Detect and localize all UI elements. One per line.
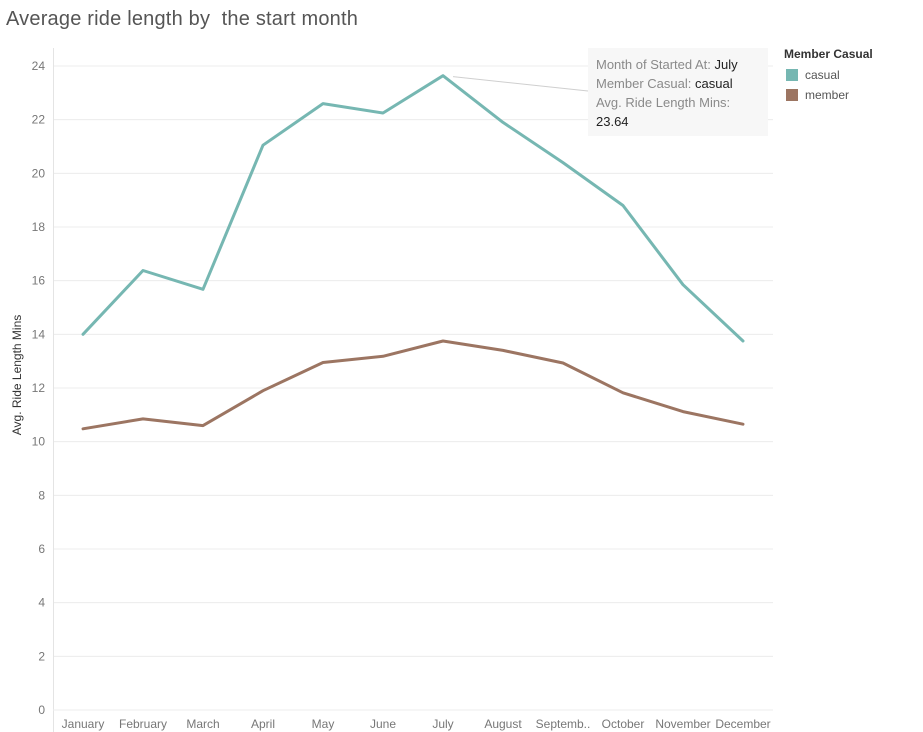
- tooltip-month-value: July: [714, 57, 738, 72]
- data-point-member[interactable]: [678, 407, 688, 417]
- data-point-member[interactable]: [438, 336, 448, 346]
- data-point-casual[interactable]: [618, 201, 628, 211]
- y-tick-label: 0: [38, 703, 45, 717]
- y-axis-label: Avg. Ride Length Mins: [10, 315, 24, 436]
- x-tick-label: February: [119, 717, 167, 731]
- data-point-casual[interactable]: [78, 329, 88, 339]
- tooltip-avg-label: Avg. Ride Length Mins:: [596, 95, 731, 110]
- callout-line: [452, 76, 589, 92]
- tooltip-avg-value: 23.64: [596, 114, 629, 129]
- y-tick-label: 12: [32, 381, 46, 395]
- y-tick-label: 4: [38, 596, 45, 610]
- data-point-casual[interactable]: [378, 108, 388, 118]
- legend-title: Member Casual: [784, 47, 873, 61]
- data-point-member[interactable]: [198, 421, 208, 431]
- x-tick-label: May: [312, 717, 335, 731]
- tooltip-month-label: Month of Started At:: [596, 57, 711, 72]
- data-point-casual[interactable]: [138, 266, 148, 276]
- data-point-member[interactable]: [258, 386, 268, 396]
- legend-swatch-member: [786, 89, 798, 101]
- tooltip-member-label: Member Casual:: [596, 76, 692, 91]
- x-tick-label: Septemb..: [536, 717, 591, 731]
- x-tick-label: April: [251, 717, 275, 731]
- x-axis-ticks: January February March April May June July Augu…: [62, 717, 771, 731]
- x-tick-label: November: [655, 717, 710, 731]
- data-point-casual[interactable]: [198, 284, 208, 294]
- y-tick-label: 6: [38, 542, 45, 556]
- y-tick-label: 20: [32, 166, 46, 180]
- data-point-member[interactable]: [378, 351, 388, 361]
- tooltip-callout: [452, 76, 589, 92]
- tooltip-member-value: casual: [695, 76, 733, 91]
- y-tick-label: 2: [38, 649, 45, 663]
- x-tick-label: July: [432, 717, 453, 731]
- chart-title: Average ride length by the start month: [6, 8, 359, 30]
- legend-item-casual[interactable]: casual: [784, 65, 873, 85]
- tooltip-month-row: Month of Started At: July: [596, 55, 768, 74]
- x-tick-label: June: [370, 717, 396, 731]
- tooltip: Month of Started At: July Member Casual:…: [588, 48, 768, 136]
- data-point-casual[interactable]: [738, 336, 748, 346]
- y-tick-label: 16: [32, 274, 46, 288]
- axes: [53, 48, 773, 732]
- tooltip-member-row: Member Casual: casual: [596, 74, 768, 93]
- data-point-casual[interactable]: [438, 71, 448, 81]
- y-tick-label: 18: [32, 220, 46, 234]
- legend-swatch-casual: [786, 69, 798, 81]
- y-tick-label: 14: [32, 327, 46, 341]
- data-point-member[interactable]: [78, 424, 88, 434]
- y-tick-label: 22: [32, 113, 46, 127]
- x-tick-label: August: [484, 717, 522, 731]
- data-point-member[interactable]: [618, 388, 628, 398]
- legend: Member Casual casual member: [784, 47, 873, 105]
- data-point-member[interactable]: [318, 358, 328, 368]
- x-tick-label: December: [715, 717, 770, 731]
- data-point-casual[interactable]: [258, 140, 268, 150]
- data-point-member[interactable]: [558, 358, 568, 368]
- data-point-casual[interactable]: [558, 158, 568, 168]
- x-tick-label: March: [186, 717, 219, 731]
- x-tick-label: October: [602, 717, 645, 731]
- y-tick-label: 10: [32, 435, 46, 449]
- legend-label-member: member: [805, 88, 850, 102]
- legend-label-casual: casual: [805, 68, 840, 82]
- series-line-member[interactable]: [81, 339, 745, 431]
- y-tick-label: 24: [32, 59, 46, 73]
- data-point-casual[interactable]: [678, 280, 688, 290]
- y-tick-label: 8: [38, 488, 45, 502]
- x-tick-label: January: [62, 717, 105, 731]
- series-lines: [78, 71, 748, 434]
- data-point-casual[interactable]: [318, 99, 328, 109]
- series-line-casual[interactable]: [81, 74, 745, 343]
- data-point-casual[interactable]: [498, 117, 508, 127]
- data-point-member[interactable]: [498, 345, 508, 355]
- data-point-member[interactable]: [738, 419, 748, 429]
- grid-lines: [53, 65, 773, 657]
- legend-item-member[interactable]: member: [784, 85, 873, 105]
- data-point-member[interactable]: [138, 414, 148, 424]
